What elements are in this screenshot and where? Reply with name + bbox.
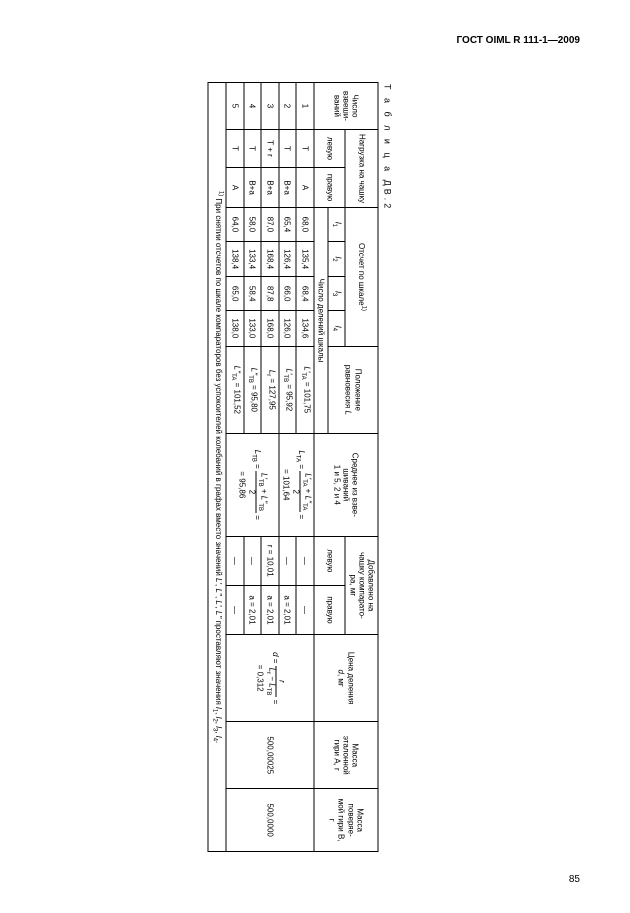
cell-l3: 66,0: [279, 277, 297, 311]
cell-l4: 134,6: [296, 310, 314, 346]
cell-l3: 87,8: [261, 277, 278, 311]
cell-l2: 138,4: [226, 241, 243, 277]
cell-mass-b: 500,0000: [226, 789, 314, 852]
table-dv2: Числовзвеши-ваний Нагрузка на чашку Отсч…: [208, 82, 379, 852]
h-l3: l3: [328, 277, 345, 311]
cell-add-l: —: [244, 536, 261, 585]
cell-avg-tb: LTB = L'TB + L''TB2 = = 95,86: [226, 433, 278, 536]
cell-right: В+а: [279, 167, 297, 207]
cell-add-r: —: [296, 585, 314, 634]
h-mass-a: Массаэталоннойгири А, г: [314, 722, 378, 789]
h-count: Числовзвеши-ваний: [314, 83, 378, 130]
h-left: левую: [314, 129, 346, 167]
cell-L: L'TA = 101,75: [296, 346, 314, 433]
cell-left: Т: [296, 129, 314, 167]
cell-l3: 68,4: [296, 277, 314, 311]
cell-right: А: [296, 167, 314, 207]
h-scale: Отсчет по шкале1): [345, 208, 378, 347]
cell-add-r: —: [226, 585, 243, 634]
h-avg: Среднее из взве-шиваний1 и 5, 2 и 4: [314, 433, 378, 536]
cell-left: Т: [226, 129, 243, 167]
cell-l2: 135,4: [296, 241, 314, 277]
h-l2: l2: [328, 241, 345, 277]
h-add-left: левую: [314, 536, 346, 585]
cell-l4: 168,0: [261, 310, 278, 346]
cell-L: L'TB = 95,92: [279, 346, 297, 433]
cell-left: Т: [279, 129, 297, 167]
cell-add-l: —: [226, 536, 243, 585]
h-l4: l4: [328, 310, 345, 346]
h-add-right: правую: [314, 585, 346, 634]
header-row-1: Числовзвеши-ваний Нагрузка на чашку Отсч…: [345, 83, 378, 852]
h-load: Нагрузка на чашку: [345, 129, 378, 207]
footnote: 1) При снятии отсчетов по шкале компарат…: [208, 83, 226, 852]
h-mass-b: Массаповеряе-мой гири В,г: [314, 789, 378, 852]
cell-n: 1: [296, 83, 314, 130]
cell-l4: 126,0: [279, 310, 297, 346]
cell-left: Т: [244, 129, 261, 167]
h-l1: l1: [328, 208, 345, 242]
cell-l1: 58,0: [244, 208, 261, 242]
cell-l3: 58,4: [244, 277, 261, 311]
cell-l4: 133,0: [244, 310, 261, 346]
footnote-row: 1) При снятии отсчетов по шкале компарат…: [208, 83, 226, 852]
rotated-content: Т а б л и ц а ДВ.2 Числовзвеши-ваний Наг…: [208, 82, 393, 852]
cell-n: 5: [226, 83, 243, 130]
cell-l4: 138,0: [226, 310, 243, 346]
cell-add-r: a = 2,01: [244, 585, 261, 634]
cell-l2: 133,4: [244, 241, 261, 277]
page-number: 85: [569, 874, 580, 885]
cell-L: L''TB = 95,80: [244, 346, 261, 433]
document-id: ГОСТ OIML R 111-1—2009: [457, 35, 581, 46]
cell-l3: 65,0: [226, 277, 243, 311]
cell-add-r: a = 2,01: [279, 585, 297, 634]
cell-d: d = rLr − LTB = = 0,312: [226, 635, 314, 722]
cell-l1: 87,0: [261, 208, 278, 242]
cell-right: А: [226, 167, 243, 207]
cell-avg-ta: LTA = L'TA + L''TA2 = = 101,64: [279, 433, 314, 536]
cell-L: Lr = 127,95: [261, 346, 278, 433]
h-added: Добавлено начашку компарато-ра, мг: [345, 536, 378, 634]
cell-add-r: a = 2,01: [261, 585, 278, 634]
cell-right: В+а: [244, 167, 261, 207]
cell-add-l: —: [279, 536, 297, 585]
cell-n: 2: [279, 83, 297, 130]
h-position: Положениеравновесия L: [328, 346, 378, 433]
cell-n: 4: [244, 83, 261, 130]
h-right: правую: [314, 167, 346, 207]
cell-L: L''TA = 101,52: [226, 346, 243, 433]
cell-l2: 126,4: [279, 241, 297, 277]
cell-l2: 168,4: [261, 241, 278, 277]
cell-right: В+а: [261, 167, 278, 207]
cell-add-l: —: [296, 536, 314, 585]
cell-left: Т + r: [261, 129, 278, 167]
cell-n: 3: [261, 83, 278, 130]
table-caption: Т а б л и ц а ДВ.2: [383, 82, 393, 852]
cell-l1: 65,4: [279, 208, 297, 242]
cell-l1: 64,0: [226, 208, 243, 242]
cell-l1: 68,0: [296, 208, 314, 242]
table-row: 1 Т А 68,0 135,4 68,4 134,6 L'TA = 101,7…: [296, 83, 314, 852]
page: ГОСТ OIML R 111-1—2009 85 Т а б л и ц а …: [0, 0, 630, 913]
h-division: Цена деленияd, мг: [314, 635, 378, 722]
h-scale-div: Число делений шкалы: [314, 208, 328, 434]
cell-mass-a: 500,00025: [226, 722, 314, 789]
cell-add-l: r = 10,01: [261, 536, 278, 585]
